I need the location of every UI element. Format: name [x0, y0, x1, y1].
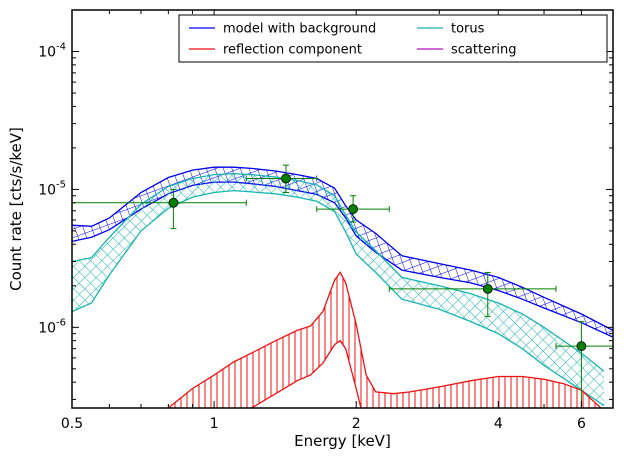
y-tick-label: 10-5	[38, 179, 66, 198]
data-point-marker	[482, 283, 493, 294]
ticks-layer: 0.5 1 2 4 6 10-6 10-5 10-4	[38, 9, 614, 432]
data-point-marker	[576, 341, 587, 352]
x-tick-label: 0.5	[61, 416, 83, 432]
legend-box	[178, 14, 608, 63]
torus-lower-line	[72, 189, 605, 407]
torus-upper-line	[72, 173, 605, 372]
bands-layer	[72, 166, 613, 408]
legend-label: reflection component	[223, 43, 362, 58]
y-tick-label: 10-6	[38, 317, 66, 336]
legend-entry: scattering	[417, 43, 517, 58]
data-point	[388, 271, 557, 317]
data-point-marker	[281, 173, 291, 184]
data-point-marker	[168, 197, 179, 208]
y-axis-label: Count rate [cts/s/keV]	[7, 127, 25, 291]
x-tick-label: 1	[210, 416, 219, 432]
data-point-marker	[348, 204, 358, 214]
reflection-component-upper-line	[167, 271, 602, 408]
legend-entry: reflection component	[189, 43, 362, 58]
x-tick-label: 2	[352, 416, 361, 432]
x-tick-label: 6	[577, 416, 586, 432]
data-points-layer	[71, 164, 614, 409]
legend-label: scattering	[451, 43, 517, 58]
reflection-component-lower-line	[250, 339, 362, 408]
legend-label: model with background	[223, 22, 376, 37]
legend-entry: torus	[417, 22, 485, 37]
legend: model with background torus reflection com…	[178, 14, 608, 63]
plot-frame	[71, 9, 614, 409]
legend-entry: model with background	[189, 22, 376, 37]
data-point	[71, 188, 247, 230]
y-tick-label: 10-4	[38, 42, 66, 61]
x-axis-label: Energy [keV]	[294, 432, 391, 450]
x-tick-label: 4	[494, 416, 503, 432]
legend-label: torus	[451, 22, 485, 37]
data-point	[245, 164, 318, 193]
model-with-background-upper-line	[72, 166, 613, 331]
data-point	[316, 195, 390, 223]
reflection-component-band-fill	[168, 272, 601, 408]
